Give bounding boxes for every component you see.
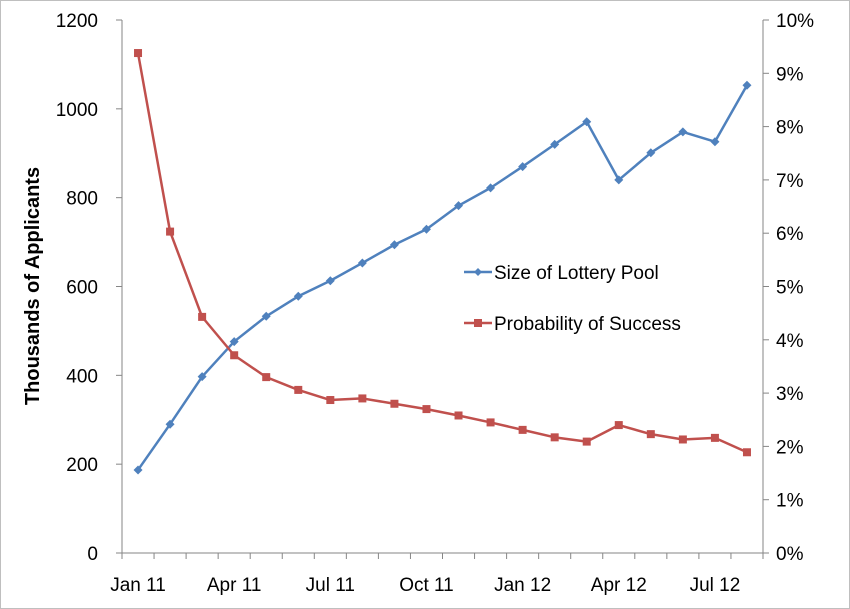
left-tick-label: 600: [66, 278, 98, 299]
x-tick-label: Oct 11: [399, 575, 454, 596]
data-point-diamond: [486, 183, 496, 193]
data-point-diamond: [421, 224, 431, 234]
right-tick-label: 4%: [776, 331, 804, 352]
series-probability-of-success: [134, 49, 751, 457]
data-point-square: [294, 385, 303, 394]
y-axis-label: Thousands of Applicants: [22, 167, 44, 405]
legend-diamond-marker: [474, 268, 482, 276]
data-point-diamond: [197, 372, 207, 382]
right-tick-label: 6%: [776, 224, 804, 245]
legend-label-probability: Probability of Success: [494, 314, 681, 335]
right-tick-label: 5%: [776, 278, 804, 299]
x-tick-label: Apr 11: [207, 575, 262, 596]
data-point-diamond: [454, 201, 464, 211]
left-axis-ticks: 0 200 400 600 800 1000 1200: [56, 11, 122, 565]
right-tick-label: 2%: [776, 437, 804, 458]
right-tick-label: 10%: [776, 11, 814, 32]
data-point-diamond: [165, 419, 175, 429]
data-point-square: [582, 437, 591, 446]
series-layer: [133, 49, 752, 475]
axes: [121, 20, 764, 554]
left-tick-label: 1200: [56, 11, 98, 32]
data-point-square: [518, 425, 527, 434]
data-point-diamond: [133, 465, 143, 475]
data-point-square: [710, 433, 719, 442]
data-point-square: [454, 411, 463, 420]
x-tick-label: Apr 12: [591, 575, 647, 596]
data-point-diamond: [325, 276, 335, 286]
data-point-square: [262, 373, 271, 382]
legend-square-marker: [474, 319, 482, 327]
left-tick-label: 0: [87, 544, 98, 565]
data-point-square: [550, 433, 559, 442]
x-tick-label: Jul 12: [690, 575, 741, 596]
data-point-square: [198, 312, 207, 321]
data-point-diamond: [742, 80, 752, 90]
legend: Size of Lottery Pool Probability of Succ…: [464, 263, 681, 335]
x-axis-ticks: Jan 11 Apr 11 Jul 11 Oct 11 Jan 12 Apr 12 Jul …: [110, 553, 764, 596]
legend-label-lottery-pool: Size of Lottery Pool: [494, 263, 659, 284]
right-tick-label: 3%: [776, 384, 804, 405]
data-point-square: [326, 396, 335, 405]
data-point-square: [390, 399, 399, 408]
data-point-square: [230, 351, 239, 360]
left-tick-label: 1000: [56, 100, 98, 121]
data-point-square: [358, 394, 367, 403]
data-point-diamond: [646, 148, 656, 158]
left-tick-label: 800: [66, 189, 98, 210]
data-point-square: [742, 448, 751, 457]
x-tick-label: Jul 11: [306, 575, 355, 596]
data-point-diamond: [389, 240, 399, 250]
x-tick-label: Jan 11: [110, 575, 166, 596]
data-point-diamond: [582, 117, 592, 127]
left-tick-label: 200: [66, 455, 98, 476]
data-point-square: [678, 435, 687, 444]
right-tick-label: 1%: [776, 491, 804, 512]
data-point-diamond: [229, 337, 239, 347]
right-tick-label: 7%: [776, 171, 804, 192]
data-point-diamond: [293, 291, 303, 301]
data-point-square: [614, 421, 623, 430]
data-point-diamond: [550, 139, 560, 149]
data-point-diamond: [518, 162, 528, 172]
data-point-diamond: [261, 311, 271, 321]
data-point-diamond: [357, 258, 367, 268]
right-tick-label: 0%: [776, 544, 804, 565]
legend-item-lottery-pool: Size of Lottery Pool: [464, 263, 659, 284]
x-tick-label: Jan 12: [494, 575, 551, 596]
data-point-diamond: [710, 137, 720, 147]
series-lottery-pool: [133, 80, 752, 475]
left-tick-label: 400: [66, 366, 98, 387]
data-point-square: [422, 405, 431, 414]
right-tick-label: 8%: [776, 118, 804, 139]
data-point-square: [166, 227, 175, 236]
right-tick-label: 9%: [776, 64, 804, 85]
series-line: [136, 52, 748, 454]
data-point-square: [486, 418, 495, 427]
right-axis-ticks: 0% 1% 2% 3% 4% 5% 6% 7% 8% 9% 10%: [763, 11, 814, 565]
series-line: [137, 84, 749, 471]
data-point-square: [134, 49, 143, 58]
data-point-diamond: [614, 175, 624, 185]
data-point-diamond: [678, 127, 688, 137]
data-point-square: [646, 430, 655, 439]
legend-item-probability: Probability of Success: [464, 314, 681, 335]
